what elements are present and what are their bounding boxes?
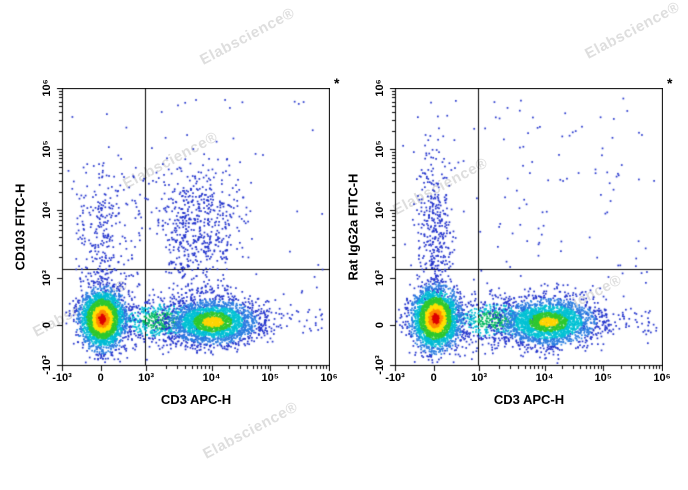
y-tick-label: -10³ [374,355,386,375]
y-axis-label: CD103 FITC-H [12,183,28,271]
x-axis-label: CD3 APC-H [493,392,565,407]
watermark-text: Elabscience® [582,0,683,63]
y-tick-label: 10⁶ [374,79,386,97]
x-tick-label: 0 [430,372,437,384]
y-tick-label: -10³ [41,355,53,375]
scatter-plot-canvas [54,88,330,374]
scatter-plot-canvas [387,88,663,374]
y-tick-label: 0 [374,321,386,328]
flow-plot-cd103: -10³ 0 10³ 10⁴ 10⁵ 10⁶ -10³ 0 10³ 10⁴ 10⁵ 10⁶ CD10… [13,75,340,407]
x-tick-label: 10⁶ [320,372,338,384]
y-tick-label: 0 [41,321,53,328]
y-tick-label: 10⁶ [41,79,53,97]
y-tick-label: 10⁴ [374,201,386,219]
x-tick-label: 10⁴ [535,372,554,384]
watermark-text: Elabscience® [197,4,298,69]
x-tick-label: 10³ [471,372,488,384]
x-tick-label: -10³ [52,372,72,384]
y-tick-label: 10⁴ [41,201,53,219]
watermark-text: Elabscience® [200,398,301,463]
x-tick-label: 10⁵ [594,372,612,384]
y-tick-label: 10⁵ [374,140,386,158]
significance-asterisk: * [667,75,673,91]
x-tick-label: 10⁶ [653,372,671,384]
x-axis-label: CD3 APC-H [160,392,232,407]
y-tick-label: 10³ [41,269,53,286]
y-tick-label: 10³ [374,269,386,286]
x-tick-label: -10³ [385,372,405,384]
flow-plot-isotype-control: -10³ 0 10³ 10⁴ 10⁵ 10⁶ -10³ 0 10³ 10⁴ 10⁵ 10⁶ Rat … [346,75,673,407]
x-tick-label: 10⁴ [202,372,221,384]
x-tick-label: 0 [97,372,104,384]
y-axis-label: Rat IgG2a FITC-H [345,173,361,281]
x-tick-label: 10³ [138,372,155,384]
significance-asterisk: * [334,75,340,91]
x-tick-label: 10⁵ [261,372,279,384]
y-tick-label: 10⁵ [41,140,53,158]
